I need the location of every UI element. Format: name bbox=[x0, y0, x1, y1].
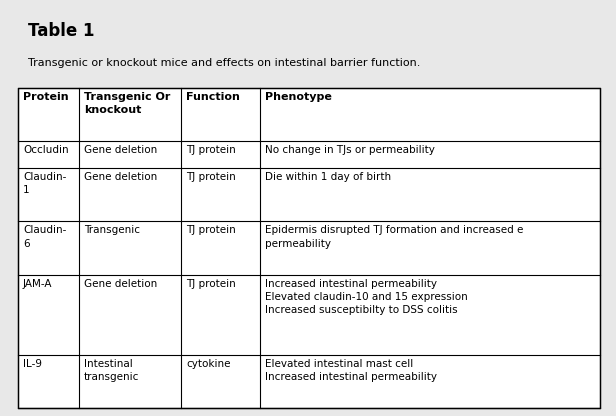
Text: Transgenic: Transgenic bbox=[84, 225, 140, 235]
Text: No change in TJs or permeability: No change in TJs or permeability bbox=[264, 145, 434, 155]
Text: Claudin-
6: Claudin- 6 bbox=[23, 225, 67, 248]
Text: Elevated intestinal mast cell
Increased intestinal permeability: Elevated intestinal mast cell Increased … bbox=[264, 359, 437, 382]
Text: Phenotype: Phenotype bbox=[264, 92, 331, 102]
Text: TJ protein: TJ protein bbox=[186, 172, 236, 182]
Text: Table 1: Table 1 bbox=[28, 22, 94, 40]
Text: Gene deletion: Gene deletion bbox=[84, 172, 157, 182]
Text: TJ protein: TJ protein bbox=[186, 279, 236, 289]
Text: Function: Function bbox=[186, 92, 240, 102]
Text: JAM-A: JAM-A bbox=[23, 279, 52, 289]
Text: Occludin: Occludin bbox=[23, 145, 68, 155]
Text: Gene deletion: Gene deletion bbox=[84, 279, 157, 289]
Text: Claudin-
1: Claudin- 1 bbox=[23, 172, 67, 195]
Text: IL-9: IL-9 bbox=[23, 359, 42, 369]
Bar bbox=[18, 88, 600, 408]
Text: Intestinal
transgenic: Intestinal transgenic bbox=[84, 359, 139, 382]
Text: Transgenic Or
knockout: Transgenic Or knockout bbox=[84, 92, 171, 115]
Text: Epidermis disrupted TJ formation and increased e
permeability: Epidermis disrupted TJ formation and inc… bbox=[264, 225, 523, 248]
Text: Die within 1 day of birth: Die within 1 day of birth bbox=[264, 172, 391, 182]
Text: Gene deletion: Gene deletion bbox=[84, 145, 157, 155]
Text: TJ protein: TJ protein bbox=[186, 225, 236, 235]
Text: TJ protein: TJ protein bbox=[186, 145, 236, 155]
Text: Protein: Protein bbox=[23, 92, 68, 102]
Text: Transgenic or knockout mice and effects on intestinal barrier function.: Transgenic or knockout mice and effects … bbox=[28, 58, 420, 68]
Text: Increased intestinal permeability
Elevated claudin-10 and 15 expression
Increase: Increased intestinal permeability Elevat… bbox=[264, 279, 468, 315]
Text: cytokine: cytokine bbox=[186, 359, 230, 369]
